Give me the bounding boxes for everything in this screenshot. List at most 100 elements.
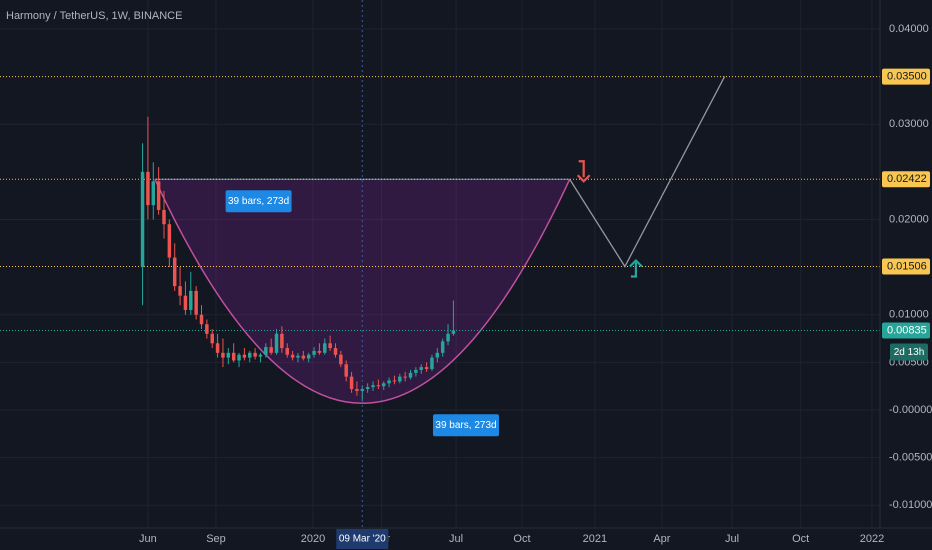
y-tick-label: -0.01000 bbox=[889, 499, 932, 511]
candle-body bbox=[221, 352, 225, 358]
candle-body bbox=[328, 343, 332, 349]
candle-body bbox=[317, 350, 322, 353]
candle-body bbox=[290, 354, 295, 358]
candle-body bbox=[167, 224, 172, 258]
x-tick-label: Apr bbox=[653, 533, 670, 545]
candle-body bbox=[226, 352, 231, 358]
y-tick-label: 0.02000 bbox=[889, 213, 929, 225]
candle-body bbox=[360, 389, 365, 391]
candle-body bbox=[205, 324, 209, 334]
countdown-tag bbox=[890, 343, 928, 361]
candle-body bbox=[140, 171, 145, 268]
level-tag bbox=[882, 68, 930, 85]
candle-body bbox=[194, 290, 198, 315]
sell-arrow bbox=[576, 160, 591, 183]
level-tag bbox=[882, 258, 930, 275]
candle-body bbox=[146, 171, 150, 206]
candle-body bbox=[183, 295, 188, 310]
x-tick-label: 2020 bbox=[301, 533, 325, 545]
candle-body bbox=[285, 348, 290, 355]
candle-body bbox=[403, 376, 407, 378]
candle-body bbox=[376, 385, 381, 387]
candle-body bbox=[258, 354, 263, 357]
y-tick-label: 0.01000 bbox=[889, 309, 929, 321]
crosshair-tag bbox=[336, 529, 389, 549]
candle-body bbox=[419, 367, 423, 370]
candle-body bbox=[398, 376, 402, 382]
x-tick-label: Jul bbox=[725, 533, 739, 545]
candle-body bbox=[312, 350, 316, 355]
x-tick-label: Jul bbox=[449, 533, 463, 545]
plot: 39 bars, 273d 39 bars, 273d bbox=[0, 0, 880, 528]
y-tick-label: 0.03000 bbox=[889, 118, 929, 130]
chart-title: Harmony / TetherUS, 1W, BINANCE bbox=[6, 10, 182, 22]
measure-label: 39 bars, 273d bbox=[228, 196, 289, 207]
candle-body bbox=[156, 181, 161, 210]
candle-body bbox=[392, 380, 397, 382]
level-label: 0.01506 bbox=[887, 260, 927, 272]
level-tag bbox=[882, 171, 930, 188]
candle-body bbox=[274, 333, 279, 353]
y-tick-label: -0.00000 bbox=[889, 404, 932, 416]
candle-body bbox=[408, 372, 413, 378]
candle-body bbox=[430, 357, 434, 370]
candle-body bbox=[280, 333, 284, 349]
candle-body bbox=[189, 290, 193, 310]
candle-body bbox=[333, 348, 338, 355]
price-tag bbox=[882, 322, 930, 339]
grid bbox=[0, 0, 880, 528]
level-label: 0.03500 bbox=[887, 70, 927, 82]
measure-label: 39 bars, 273d bbox=[435, 420, 496, 431]
candle-body bbox=[172, 257, 177, 287]
crosshair-label: 09 Mar '20 bbox=[339, 534, 386, 545]
candle-body bbox=[451, 330, 456, 334]
price-label: 0.00835 bbox=[887, 324, 927, 336]
candle-body bbox=[301, 355, 306, 359]
candle-body bbox=[339, 354, 343, 365]
measure-box bbox=[432, 414, 499, 437]
candle-body bbox=[151, 181, 156, 206]
candle-body bbox=[253, 352, 257, 357]
candle-body bbox=[440, 341, 445, 353]
candle-body bbox=[344, 364, 348, 377]
candle-body bbox=[446, 333, 450, 342]
candle-body bbox=[371, 385, 375, 388]
countdown-label: 2d 13h bbox=[894, 347, 925, 358]
candle-body bbox=[215, 343, 220, 353]
candle-body bbox=[162, 209, 166, 225]
candle-body bbox=[237, 354, 241, 361]
candle-body bbox=[323, 343, 327, 353]
x-tick-label: 2021 bbox=[583, 533, 607, 545]
candle-body bbox=[381, 383, 386, 387]
candle-body bbox=[231, 352, 236, 361]
x-tick-label: Oct bbox=[792, 533, 809, 545]
candle-body bbox=[306, 354, 311, 359]
measure-box bbox=[225, 190, 292, 213]
candle-body bbox=[296, 355, 300, 358]
candle-body bbox=[242, 354, 247, 358]
candle-body bbox=[365, 387, 370, 390]
candle-body bbox=[199, 314, 204, 325]
candle-body bbox=[349, 376, 354, 390]
y-tick-label: 0.04000 bbox=[889, 23, 929, 35]
x-tick-label: 2022 bbox=[860, 533, 884, 545]
candle-body bbox=[269, 347, 273, 353]
x-tick-label: Sep bbox=[206, 533, 226, 545]
x-tick-label: Jun bbox=[139, 533, 157, 545]
buy-arrow bbox=[629, 258, 643, 278]
candle-body bbox=[435, 352, 440, 358]
candle-body bbox=[387, 380, 391, 384]
candle-body bbox=[414, 369, 418, 373]
candle-body bbox=[178, 286, 182, 296]
candle-body bbox=[424, 367, 429, 370]
candle-body bbox=[264, 347, 268, 355]
candle-body bbox=[355, 389, 359, 391]
x-tick-label: Oct bbox=[513, 533, 530, 545]
candle-body bbox=[248, 352, 252, 358]
y-tick-label: -0.00500 bbox=[889, 452, 932, 464]
projection-line bbox=[569, 76, 726, 268]
cup-arc bbox=[154, 178, 571, 404]
